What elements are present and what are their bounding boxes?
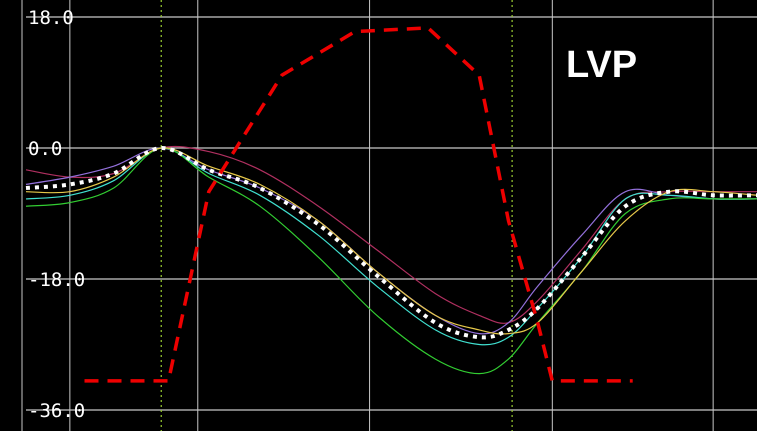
trace-6	[84, 26, 633, 383]
y-tick-label-2: -18.0	[28, 269, 85, 291]
y-tick-label-0: 18.0	[28, 7, 74, 29]
traces	[25, 26, 757, 383]
trace-4	[25, 147, 757, 335]
trace-5	[25, 145, 757, 340]
event-marker-lines	[160, 0, 513, 431]
lvp-label: LVP	[566, 44, 637, 86]
grid-lines	[21, 0, 757, 431]
y-axis-ticks: 18.0 0.0 -18.0 -36.0	[28, 7, 85, 422]
y-tick-label-1: 0.0	[28, 138, 62, 160]
trace-3	[25, 147, 757, 375]
y-tick-label-3: -36.0	[28, 400, 85, 422]
